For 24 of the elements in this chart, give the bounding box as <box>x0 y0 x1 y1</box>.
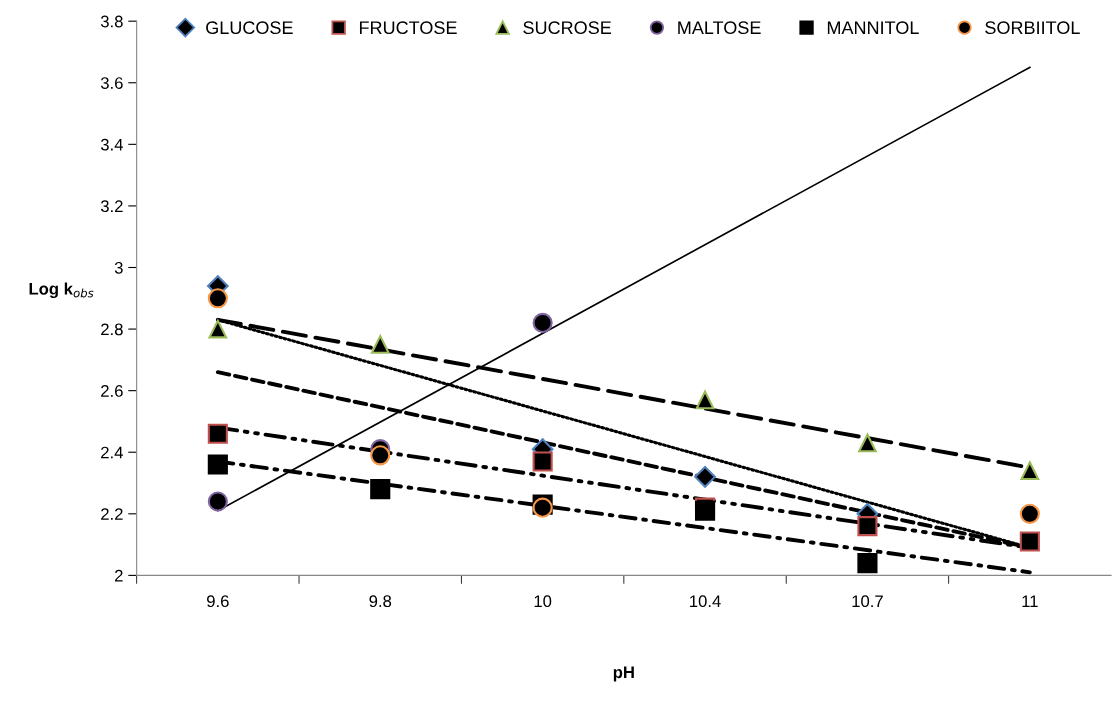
x-tick-label: 10.7 <box>852 595 883 608</box>
y-tick-label: 2 <box>115 569 123 582</box>
x-tick-label: 10.4 <box>690 595 721 608</box>
x-tick-label: 10 <box>534 595 552 608</box>
x-axis-title: pH <box>613 666 634 682</box>
y-tick-label: 2.6 <box>101 385 123 397</box>
y-tick-label: 3.8 <box>100 15 123 28</box>
x-tick-label: 11 <box>1022 595 1038 607</box>
y-tick-label: 3.2 <box>100 200 123 213</box>
y-axis-title: Log k$_{obs}$ <box>29 282 94 299</box>
y-tick-label: 3.6 <box>100 77 123 89</box>
legend-label: MALTOSE <box>678 21 761 35</box>
y-tick-label: 3 <box>114 261 123 274</box>
y-tick-label: 3.4 <box>100 138 123 151</box>
legend-label: FRUCTOSE <box>359 21 457 35</box>
y-tick-label: 2.8 <box>101 323 123 336</box>
legend-label: GLUCOSE <box>206 21 293 35</box>
y-tick-label: 2.2 <box>101 508 123 520</box>
x-tick-label: 9.6 <box>207 595 229 608</box>
y-tick-label: 2.4 <box>101 446 123 459</box>
legend-label: SUCROSE <box>523 21 611 35</box>
x-tick-label: 9.8 <box>369 595 392 608</box>
legend-label: SORBIITOL <box>985 21 1080 35</box>
legend-label: MANNITOL <box>827 21 919 35</box>
